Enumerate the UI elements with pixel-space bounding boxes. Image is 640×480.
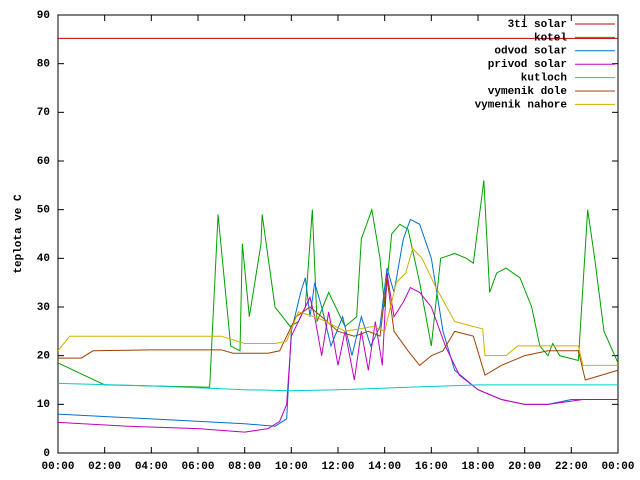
y-tick-label: 50 xyxy=(37,205,50,217)
x-tick-label: 04:00 xyxy=(135,461,168,473)
legend-label: vymenik dole xyxy=(488,86,568,98)
y-tick-label: 90 xyxy=(37,10,50,22)
series-line xyxy=(57,382,618,392)
legend-label: 3ti solar xyxy=(508,19,567,31)
legend-label: privod solar xyxy=(488,59,567,71)
x-tick-label: 00:00 xyxy=(601,461,634,473)
y-tick-label: 30 xyxy=(37,302,50,314)
y-tick-label: 60 xyxy=(37,156,50,168)
x-tick-label: 14:00 xyxy=(368,461,401,473)
legend-label: kutloch xyxy=(521,73,567,85)
legend-label: odvod solar xyxy=(494,46,567,58)
y-tick-label: 40 xyxy=(37,253,50,265)
y-tick-label: 0 xyxy=(43,448,50,460)
y-tick-label: 10 xyxy=(37,399,50,411)
x-tick-label: 08:00 xyxy=(228,461,261,473)
x-tick-label: 18:00 xyxy=(461,461,494,473)
series-line xyxy=(57,180,619,388)
x-tick-label: 06:00 xyxy=(181,461,214,473)
series-line xyxy=(57,218,618,427)
series-line xyxy=(57,247,618,366)
x-tick-label: 16:00 xyxy=(415,461,448,473)
x-tick-label: 02:00 xyxy=(88,461,121,473)
y-tick-label: 20 xyxy=(37,351,50,363)
y-tick-label: 80 xyxy=(37,59,50,71)
x-tick-label: 22:00 xyxy=(555,461,588,473)
x-tick-label: 00:00 xyxy=(41,461,74,473)
x-tick-label: 20:00 xyxy=(508,461,541,473)
series-line xyxy=(58,277,619,381)
x-tick-label: 10:00 xyxy=(275,461,308,473)
series-line xyxy=(57,272,618,433)
y-axis-label: teplota ve C xyxy=(13,194,25,274)
x-tick-label: 12:00 xyxy=(321,461,354,473)
legend-label: vymenik nahore xyxy=(475,99,568,111)
y-tick-label: 70 xyxy=(37,107,50,119)
legend-label: kotel xyxy=(534,32,567,44)
